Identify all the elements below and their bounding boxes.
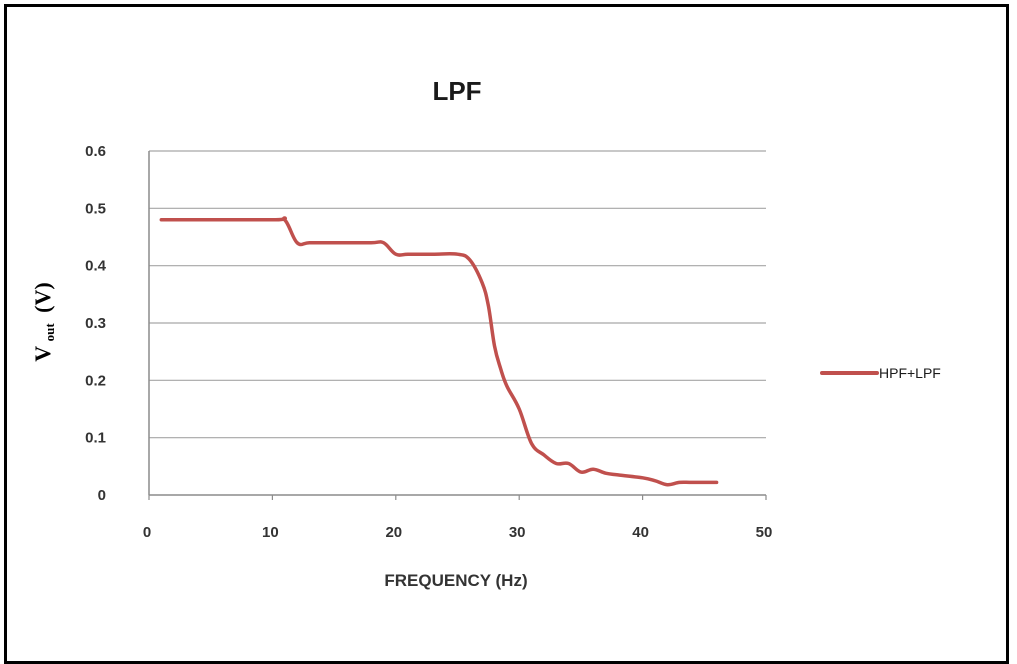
series-line-hpf-lpf <box>159 216 719 487</box>
y-tick-label: 0.6 <box>85 143 106 160</box>
y-axis-title-unit: (V) <box>30 282 55 313</box>
y-tick-label: 0.1 <box>85 430 106 447</box>
y-axis-title: V out (V) <box>30 282 58 361</box>
y-tick-label: 0.4 <box>85 258 107 275</box>
x-tick-labels: 0 10 20 30 40 50 <box>143 524 773 541</box>
grid-lines <box>148 150 767 500</box>
x-axis-title: FREQUENCY (Hz) <box>384 571 527 590</box>
svg-text:V out (V): V out (V) <box>30 282 58 361</box>
x-tick-label: 30 <box>509 524 526 541</box>
legend: HPF+LPF <box>820 365 941 381</box>
series-layer <box>159 216 719 487</box>
y-axis-title-main: V <box>30 346 55 362</box>
y-tick-label: 0.2 <box>85 372 106 389</box>
x-tick-label: 10 <box>262 524 279 541</box>
y-axis-title-subscript: out <box>42 323 57 342</box>
legend-label: HPF+LPF <box>879 365 941 381</box>
x-tick-label: 0 <box>143 524 151 541</box>
y-tick-label: 0.3 <box>85 315 106 332</box>
x-tick-label: 50 <box>756 524 773 541</box>
y-tick-label: 0 <box>98 487 106 504</box>
chart-title: LPF <box>432 76 481 106</box>
x-tick-label: 40 <box>632 524 649 541</box>
y-tick-label: 0.5 <box>85 200 106 217</box>
y-tick-labels: 0 0.1 0.2 0.3 0.4 0.5 0.6 <box>85 143 107 504</box>
x-tick-label: 20 <box>385 524 402 541</box>
